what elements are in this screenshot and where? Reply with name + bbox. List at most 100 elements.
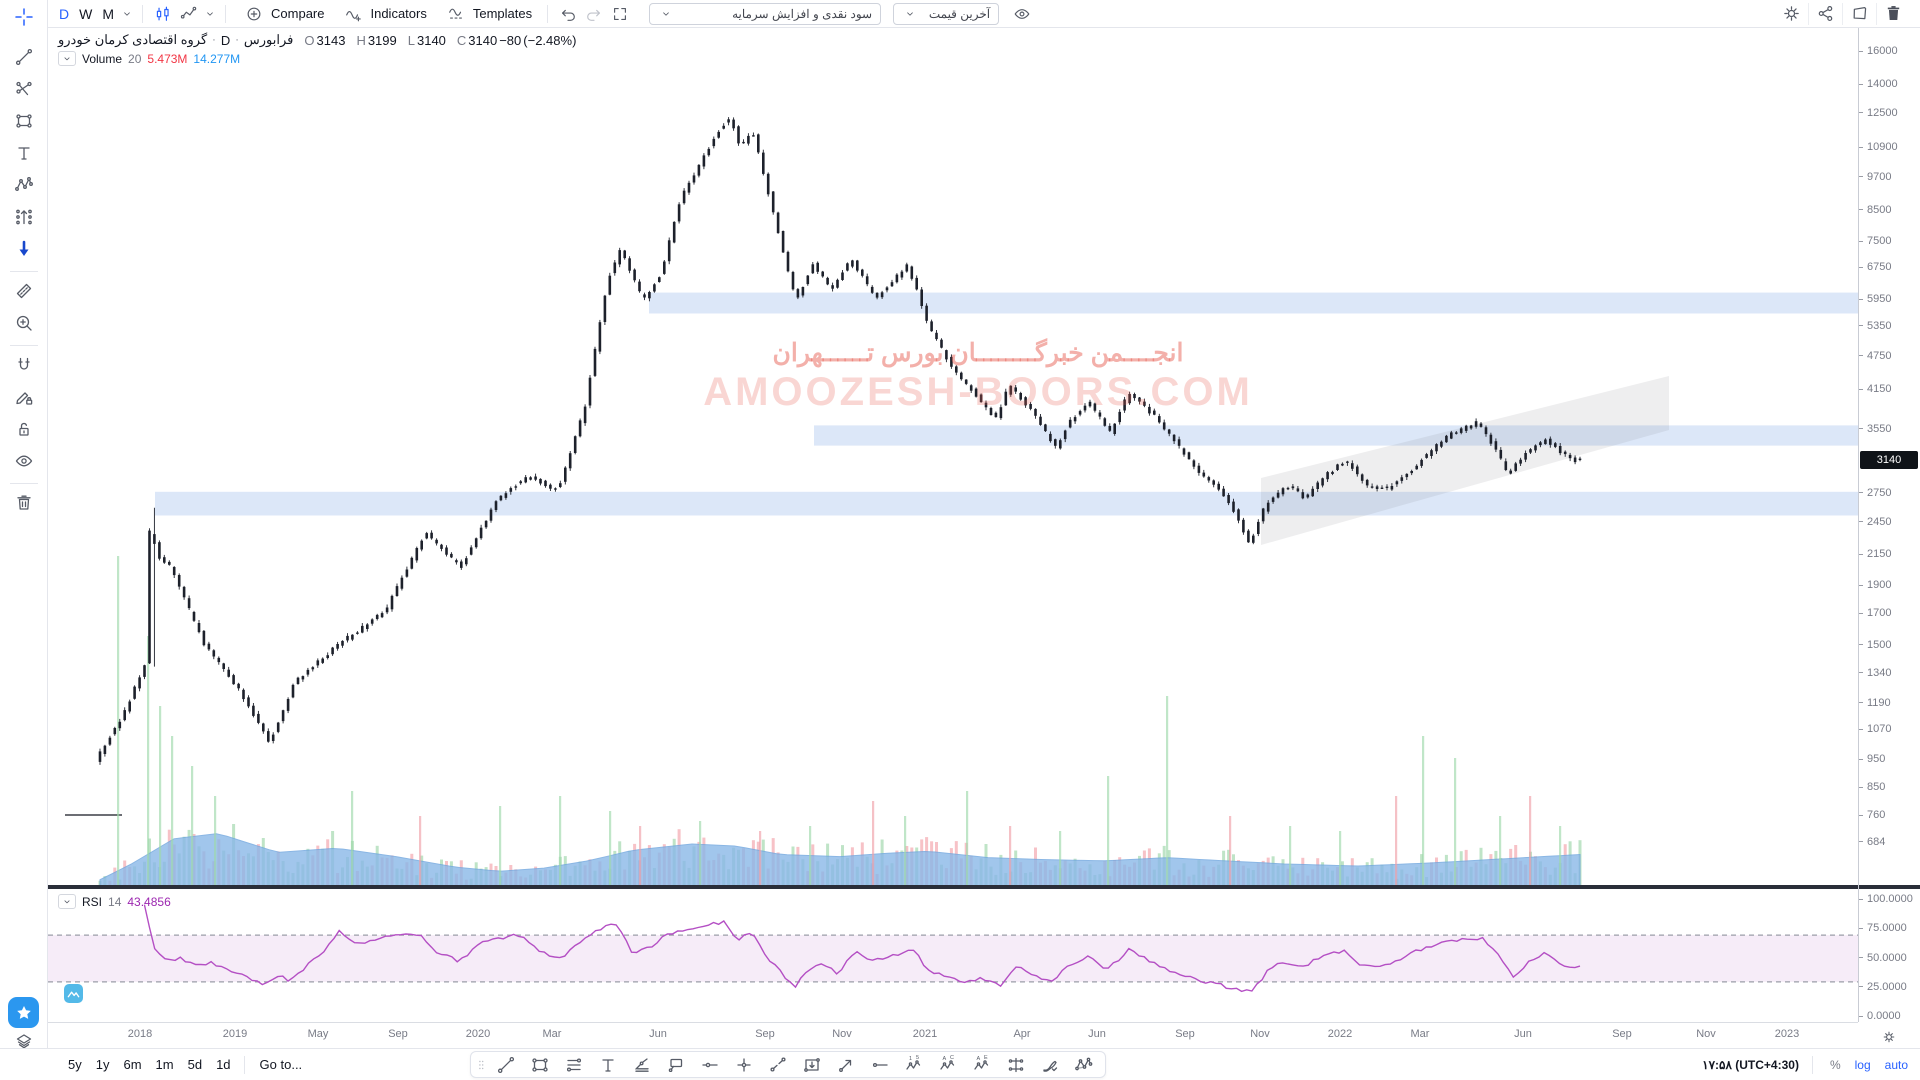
log-scale-button[interactable]: log	[1851, 1056, 1875, 1074]
range-5y-button[interactable]: 5y	[62, 1054, 88, 1075]
time-tick: Sep	[755, 1028, 775, 1040]
range-6m-button[interactable]: 6m	[117, 1054, 147, 1075]
crosshair-tool-icon[interactable]	[11, 4, 37, 30]
brush-tool-icon[interactable]	[1033, 1052, 1067, 1077]
svg-text:E: E	[984, 1055, 988, 1061]
line-style-icon[interactable]	[176, 2, 202, 26]
price-tick: 1190	[1859, 697, 1891, 709]
price-tick: 9700	[1859, 171, 1891, 183]
drawing-lock-tool-icon[interactable]	[11, 384, 37, 410]
rsi-collapse-chevron-icon[interactable]	[58, 894, 76, 909]
time-tick: 2023	[1774, 1028, 1800, 1040]
rectangle-tool-icon[interactable]	[11, 108, 37, 134]
indicators-label: Indicators	[370, 6, 427, 21]
price-axis[interactable]: 3140 16000 14000 12500 10900 9700 8500 7500 675…	[1858, 28, 1920, 1022]
pane-divider[interactable]	[1859, 885, 1920, 889]
object-tree-layers-icon[interactable]	[12, 1030, 36, 1054]
rectangle-tool-icon[interactable]	[523, 1052, 557, 1077]
xabcd-pattern-tool-icon[interactable]	[1067, 1052, 1101, 1077]
trend-line-tool-icon[interactable]	[489, 1052, 523, 1077]
svg-text:C: C	[950, 1055, 954, 1061]
auto-scale-button[interactable]: auto	[1881, 1056, 1912, 1074]
ruler-tool-icon[interactable]	[11, 278, 37, 304]
time-tick: Jun	[1514, 1028, 1532, 1040]
timeframe-monthly-button[interactable]: M	[97, 4, 119, 24]
text-tool-icon[interactable]	[591, 1052, 625, 1077]
time-tick: 2021	[912, 1028, 938, 1040]
lock-all-tool-icon[interactable]	[11, 416, 37, 442]
remove-chart-icon[interactable]	[1876, 2, 1910, 25]
price-mode-dropdown[interactable]: آخرین قیمت	[893, 2, 1000, 25]
range-1y-button[interactable]: 1y	[90, 1054, 116, 1075]
range-5d-button[interactable]: 5d	[182, 1054, 208, 1075]
symbol-name[interactable]: گروه اقتصادی کرمان خودرو	[58, 32, 208, 47]
share-icon[interactable]	[1808, 2, 1842, 25]
range-1d-button[interactable]: 1d	[210, 1054, 236, 1075]
undo-icon[interactable]	[555, 2, 581, 26]
volume-collapse-chevron-icon[interactable]	[58, 51, 76, 66]
volume-value: 5.473M	[147, 51, 188, 66]
platform-logo-icon[interactable]	[64, 984, 83, 1003]
trend-angle-tool-icon[interactable]	[761, 1052, 795, 1077]
horizontal-line-tool-icon[interactable]	[693, 1052, 727, 1077]
axis-settings-sun-icon[interactable]	[1876, 1025, 1902, 1049]
corporate-actions-dropdown[interactable]: سود نقدی و افزایش سرمایه	[649, 2, 882, 25]
fullscreen-icon[interactable]	[607, 2, 633, 26]
style-menu-chevron-icon[interactable]	[202, 2, 218, 26]
date-price-range-tool-icon[interactable]	[795, 1052, 829, 1077]
price-tick: 1500	[1859, 639, 1891, 651]
time-axis[interactable]: 2018 2019 May Sep 2020 Mar Jun Sep Nov 2021 Apr Jun…	[48, 1022, 1858, 1048]
goto-button[interactable]: Go to...	[252, 1055, 311, 1074]
sidebar-divider	[10, 345, 38, 346]
last-price-badge: 3140	[1860, 451, 1918, 470]
rsi-tick: 50.0000	[1859, 952, 1907, 964]
sidebar-divider	[10, 483, 38, 484]
arrow-down-tool-icon[interactable]	[11, 236, 37, 262]
open-value: 3143	[316, 32, 346, 48]
compare-button[interactable]: Compare	[233, 0, 332, 28]
chart-canvas[interactable]: گروه اقتصادی کرمان خودرو · D · فرابورس O…	[48, 28, 1858, 1022]
trend-line-tool-icon[interactable]	[11, 44, 37, 70]
long-position-tool-icon[interactable]	[999, 1052, 1033, 1077]
xabcd-pattern-tool-icon[interactable]	[11, 172, 37, 198]
callout-tool-icon[interactable]	[659, 1052, 693, 1077]
templates-button[interactable]: Templates	[435, 0, 540, 28]
timeframe-weekly-button[interactable]: W	[74, 4, 97, 24]
time-tick: 2022	[1327, 1028, 1353, 1040]
drag-handle-icon[interactable]	[475, 1058, 489, 1072]
pitchfork-tool-icon[interactable]	[625, 1052, 659, 1077]
arrow-tool-icon[interactable]	[829, 1052, 863, 1077]
range-1m-button[interactable]: 1m	[150, 1054, 180, 1075]
gann-fan-tool-icon[interactable]	[11, 76, 37, 102]
forecast-tool-icon[interactable]	[11, 204, 37, 230]
settings-icon[interactable]	[1774, 3, 1808, 25]
price-tick: 8500	[1859, 204, 1891, 216]
clock[interactable]: ۱۷:۵۸ (UTC+4:30)	[1702, 1058, 1799, 1072]
candlestick-style-icon[interactable]	[150, 2, 176, 26]
percent-scale-button[interactable]: %	[1826, 1056, 1845, 1074]
cross-line-tool-icon[interactable]	[727, 1052, 761, 1077]
redo-icon[interactable]	[581, 2, 607, 26]
hide-all-tool-icon[interactable]	[11, 448, 37, 474]
screenshot-icon[interactable]	[1842, 2, 1876, 25]
timeframe-menu-chevron-icon[interactable]	[119, 2, 135, 26]
price-tick: 950	[1859, 753, 1885, 765]
price-tick: 3550	[1859, 423, 1891, 435]
favorites-star-button[interactable]	[8, 997, 39, 1028]
magnet-tool-icon[interactable]	[11, 352, 37, 378]
fib-retracement-tool-icon[interactable]	[557, 1052, 591, 1077]
text-tool-icon[interactable]	[11, 140, 37, 166]
visibility-eye-icon[interactable]	[1009, 2, 1035, 26]
ray-tool-icon[interactable]	[863, 1052, 897, 1077]
timeframe-daily-button[interactable]: D	[54, 4, 74, 24]
indicators-button[interactable]: Indicators	[332, 0, 434, 28]
zoom-in-tool-icon[interactable]	[11, 310, 37, 336]
rsi-tick: 25.0000	[1859, 981, 1907, 993]
price-tick: 4150	[1859, 383, 1891, 395]
change-percent: (−2.48%)	[523, 32, 577, 48]
remove-all-tool-icon[interactable]	[11, 490, 37, 516]
